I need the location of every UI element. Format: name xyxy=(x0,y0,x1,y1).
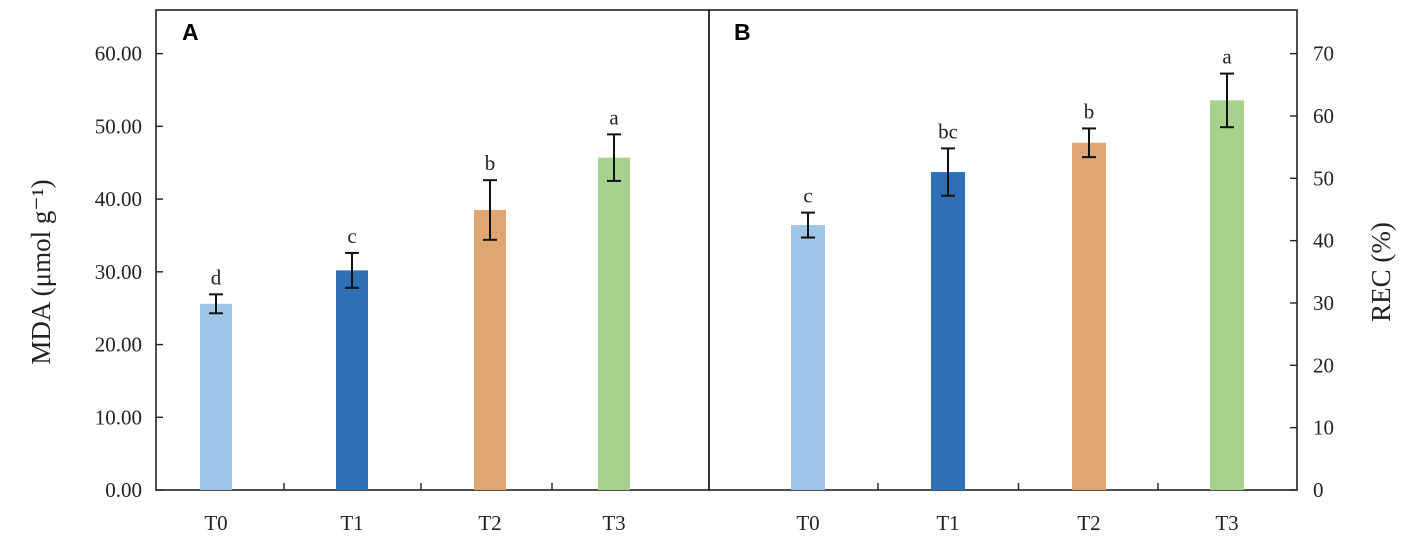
panel-a-bar-t2 xyxy=(474,210,506,490)
panel-b-ytick-label: 40 xyxy=(1313,229,1334,253)
panel-a-bar-t1 xyxy=(336,270,368,490)
panel-a-ytick-label: 10.00 xyxy=(95,405,142,429)
panel-a-label: A xyxy=(182,19,199,45)
panel-b-ytick-label: 60 xyxy=(1313,104,1334,128)
panel-a-ytick-label: 40.00 xyxy=(95,187,142,211)
chart-marks: 0.00 10.00 20.00 30.00 40.00 50.00 60.00 d T0 c T1… xyxy=(95,42,1334,535)
panel-a-significance-label: a xyxy=(609,105,619,129)
panel-b-significance-label: bc xyxy=(938,119,958,143)
panel-b-xtick-label: T1 xyxy=(936,511,959,535)
panel-a-ytick-label: 60.00 xyxy=(95,42,142,66)
panel-b-ytick-label: 70 xyxy=(1313,42,1334,66)
panel-a-ytick-label: 0.00 xyxy=(105,478,142,502)
panel-b-xtick-label: T0 xyxy=(796,511,819,535)
panel-b-bar-t3 xyxy=(1210,100,1244,490)
panel-b-frame xyxy=(708,9,1298,491)
panel-a-ytick-label: 50.00 xyxy=(95,114,142,138)
panel-a-xtick-label: T0 xyxy=(204,511,227,535)
panel-b-xtick-label: T2 xyxy=(1077,511,1100,535)
panel-a-bar-t0 xyxy=(200,303,232,490)
panel-a-ytick-label: 30.00 xyxy=(95,260,142,284)
panel-b-ytick-label: 30 xyxy=(1313,291,1334,315)
panel-b-significance-label: a xyxy=(1222,45,1232,69)
panel-b-significance-label: b xyxy=(1084,99,1095,123)
panel-a-ylabel: MDA (μmol g⁻¹) xyxy=(26,179,56,364)
panel-b-ytick-label: 10 xyxy=(1313,416,1334,440)
panel-b-ytick-label: 20 xyxy=(1313,353,1334,377)
panel-b-label: B xyxy=(734,19,751,45)
panel-b-ytick-label: 50 xyxy=(1313,166,1334,190)
panel-b-significance-label: c xyxy=(803,184,812,208)
panel-b-ytick-label: 0 xyxy=(1313,478,1324,502)
panel-a-xtick-label: T3 xyxy=(602,511,625,535)
panel-b-ylabel: REC (%) xyxy=(1366,222,1396,322)
panel-a-bar-t3 xyxy=(598,157,630,491)
panel-b-bar-t0 xyxy=(791,225,825,490)
panel-a-xtick-label: T1 xyxy=(340,511,363,535)
panel-a-significance-label: b xyxy=(485,151,496,175)
panel-a-significance-label: c xyxy=(347,224,356,248)
panel-a-significance-label: d xyxy=(211,265,222,289)
panel-b-xtick-label: T3 xyxy=(1215,511,1238,535)
panel-b-bar-t2 xyxy=(1072,142,1106,490)
panel-a-ytick-label: 20.00 xyxy=(95,333,142,357)
panel-a-xtick-label: T2 xyxy=(478,511,501,535)
panel-b-bar-t1 xyxy=(931,172,965,490)
